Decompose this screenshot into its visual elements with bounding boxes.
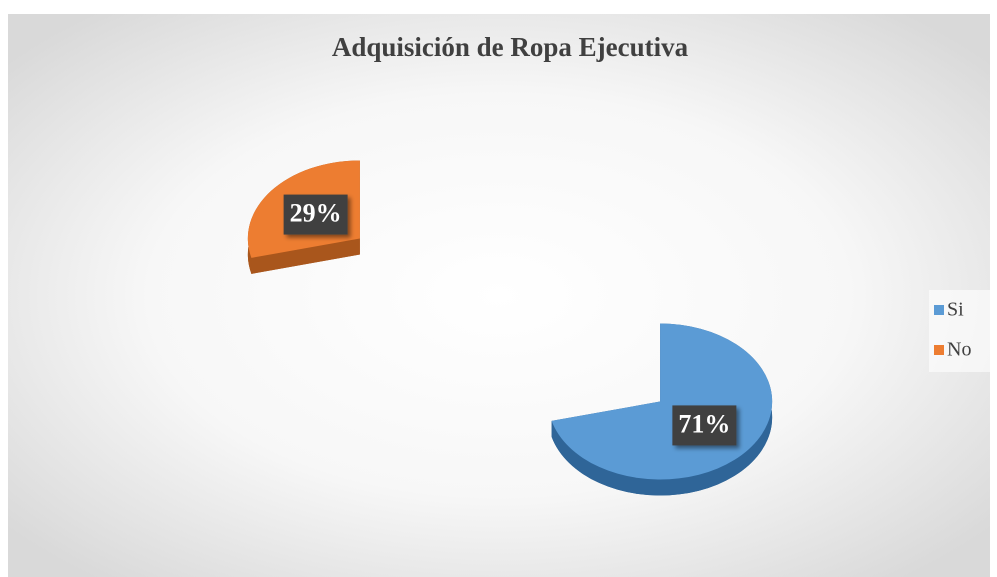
data-label: 71%: [678, 409, 730, 438]
data-label: 29%: [290, 199, 342, 228]
legend-box: [929, 290, 991, 372]
legend-swatch: [934, 305, 944, 315]
legend-swatch: [934, 345, 944, 355]
slice: 71%: [551, 323, 773, 496]
slice: 29%: [247, 160, 360, 274]
data-label-box: [672, 405, 737, 446]
legend: Si No: [934, 299, 971, 361]
slice-wall: [251, 238, 360, 274]
chart-area: [8, 14, 990, 577]
data-label-box: [283, 194, 348, 235]
legend-label: No: [947, 339, 971, 361]
pie: 71% 29%: [247, 160, 773, 496]
legend-label: Si: [947, 299, 964, 321]
chart-title: Adquisición de Ropa Ejecutiva: [332, 32, 689, 62]
